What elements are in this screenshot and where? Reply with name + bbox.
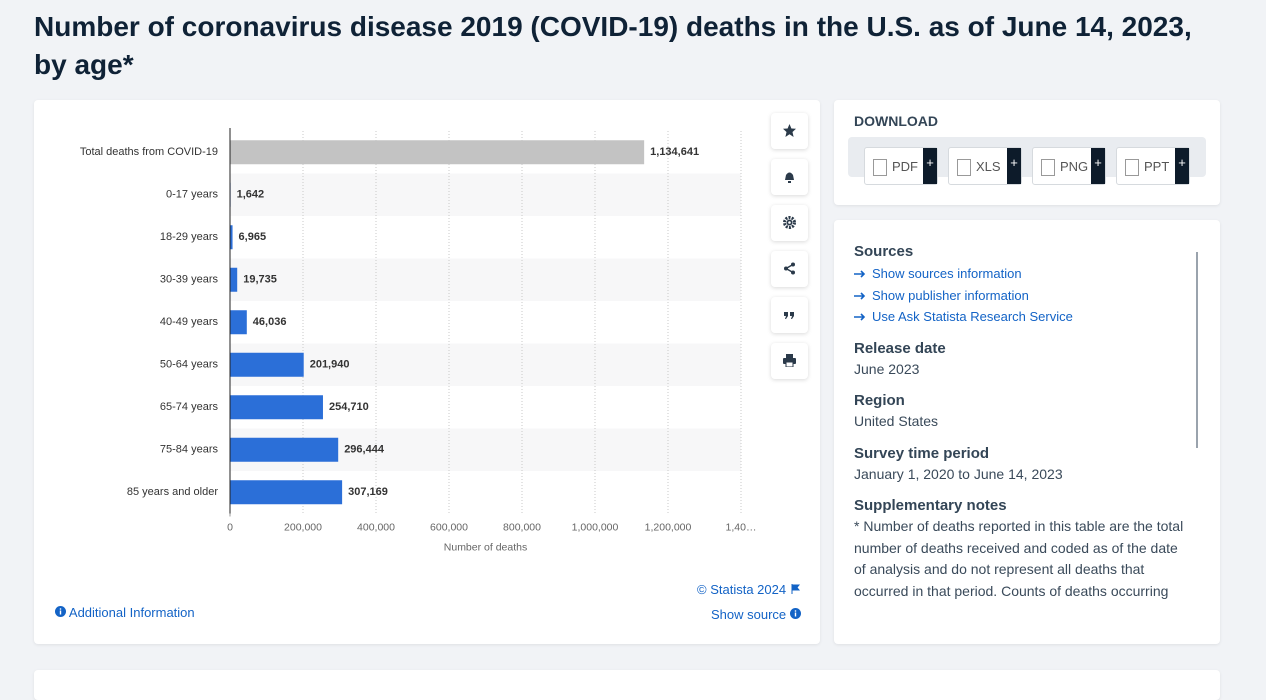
download-card: DOWNLOAD PDF + XLS + PNG + PPT + bbox=[834, 100, 1220, 205]
x-axis-label: Number of deaths bbox=[444, 541, 527, 553]
favorite-button[interactable] bbox=[771, 113, 808, 149]
format-label: PNG bbox=[1060, 159, 1089, 174]
download-title: DOWNLOAD bbox=[854, 113, 938, 129]
file-icon bbox=[1041, 159, 1055, 176]
value-label: 1,642 bbox=[237, 189, 265, 201]
format-label: XLS bbox=[976, 159, 1001, 174]
category-label: 65-74 years bbox=[160, 401, 219, 413]
add-label: + bbox=[923, 148, 937, 184]
bar bbox=[230, 310, 247, 335]
bar bbox=[230, 352, 304, 377]
section-text: January 1, 2020 to June 14, 2023 bbox=[854, 465, 1063, 482]
download-2[interactable]: PNG + bbox=[1032, 147, 1106, 185]
source-link-text: Show publisher information bbox=[872, 287, 1029, 303]
file-icon bbox=[957, 159, 971, 176]
file-icon bbox=[1125, 159, 1139, 176]
chart: 0 200,000 400,000 600,000 800,000 1,000,000 1,… bbox=[80, 128, 757, 553]
category-label: 75-84 years bbox=[160, 444, 219, 456]
x-tick-label: 1,40… bbox=[726, 521, 757, 533]
x-tick-label: 1,000,000 bbox=[572, 521, 619, 533]
category-label: 40-49 years bbox=[160, 316, 219, 328]
x-tick-label: 0 bbox=[227, 521, 233, 533]
download-bar: PDF + XLS + PNG + PPT + bbox=[848, 137, 1206, 185]
source-link-text: Use Ask Statista Research Service bbox=[872, 309, 1073, 324]
additional-info-text: Additional Information bbox=[68, 605, 195, 620]
source-link[interactable]: Use Ask Statista Research Service bbox=[854, 306, 1189, 328]
value-label: 19,735 bbox=[243, 274, 277, 286]
show-source-text: Show source bbox=[711, 607, 787, 622]
section-text: United States bbox=[854, 413, 939, 429]
copyright[interactable]: © Statista 2024 bbox=[697, 582, 800, 597]
add-label: + bbox=[1007, 148, 1021, 184]
bar bbox=[230, 480, 343, 505]
category-label: 18-29 years bbox=[160, 231, 219, 243]
category-label: Total deaths from COVID-19 bbox=[80, 146, 218, 158]
scrollbar bbox=[1196, 252, 1198, 448]
download-0[interactable]: PDF + bbox=[864, 147, 938, 185]
bar bbox=[230, 395, 323, 420]
source-link-text: Show sources information bbox=[872, 266, 1022, 281]
value-label: 201,940 bbox=[310, 359, 350, 371]
section-heading: Supplementary notes bbox=[854, 497, 1007, 514]
x-tick-label: 800,000 bbox=[503, 521, 541, 533]
category-label: 50-64 years bbox=[160, 359, 219, 371]
value-label: 1,134,641 bbox=[650, 146, 699, 158]
row-band bbox=[230, 258, 741, 301]
source-links: Show sources information Show publisher i… bbox=[854, 263, 1189, 328]
category-label: 0-17 years bbox=[166, 189, 218, 201]
chart-card: 0 200,000 400,000 600,000 800,000 1,000,000 1,… bbox=[34, 100, 820, 644]
additional-info[interactable]: Additional Information bbox=[55, 605, 195, 620]
source-link[interactable]: Show sources information bbox=[854, 263, 1189, 285]
settings-button[interactable] bbox=[771, 205, 808, 241]
value-label: 46,036 bbox=[253, 316, 287, 328]
share-button[interactable] bbox=[771, 251, 808, 287]
value-label: 296,444 bbox=[344, 444, 385, 456]
source-sections: Release date June 2023 Region United States… bbox=[854, 340, 1189, 603]
section-heading: Survey time period bbox=[854, 444, 990, 462]
section-heading: Release date bbox=[854, 339, 946, 357]
bar bbox=[230, 267, 238, 292]
arrow-icon bbox=[854, 270, 866, 278]
add-label: + bbox=[1175, 148, 1189, 184]
category-label: 85 years and older bbox=[127, 486, 218, 498]
x-tick-label: 200,000 bbox=[284, 521, 322, 533]
bar bbox=[230, 437, 339, 462]
value-label: 6,965 bbox=[239, 231, 267, 243]
bar bbox=[230, 140, 645, 165]
arrow-icon bbox=[854, 291, 866, 300]
section-text: June 2023 bbox=[854, 360, 920, 377]
row-band bbox=[230, 343, 741, 386]
x-tick-label: 600,000 bbox=[430, 521, 468, 533]
file-icon bbox=[873, 159, 887, 176]
format-label: PPT bbox=[1144, 159, 1170, 174]
show-source[interactable]: Show source bbox=[711, 607, 801, 622]
copyright-text: © Statista 2024 bbox=[697, 582, 787, 597]
sources-heading: Sources bbox=[854, 243, 914, 260]
page-title: Number of coronavirus disease 2019 (COVI… bbox=[34, 11, 1192, 80]
sources-card: Sources Show sources information Show pub… bbox=[834, 220, 1220, 644]
category-label: 30-39 years bbox=[160, 274, 219, 286]
sources-content: Sources Show sources information Show pub… bbox=[854, 243, 1189, 623]
x-tick-label: 400,000 bbox=[357, 521, 395, 533]
bar bbox=[230, 225, 233, 250]
alert-button[interactable] bbox=[771, 159, 808, 195]
print-button[interactable] bbox=[771, 343, 808, 379]
download-1[interactable]: XLS + bbox=[948, 147, 1022, 185]
section-text: * Number of deaths reported in this tabl… bbox=[854, 518, 1184, 599]
value-label: 307,169 bbox=[348, 486, 388, 498]
source-link[interactable]: Show publisher information bbox=[854, 285, 1189, 307]
arrow-icon bbox=[854, 313, 866, 321]
page: Number of coronavirus disease 2019 (COVI… bbox=[34, 11, 1220, 700]
cite-button[interactable] bbox=[771, 297, 808, 333]
x-tick-label: 1,200,000 bbox=[645, 521, 692, 533]
download-3[interactable]: PPT + bbox=[1116, 147, 1190, 185]
format-label: PDF bbox=[892, 159, 918, 174]
row-band bbox=[230, 173, 741, 216]
next-card bbox=[34, 670, 1220, 700]
section-heading: Region bbox=[854, 392, 905, 409]
value-label: 254,710 bbox=[329, 401, 369, 413]
add-label: + bbox=[1091, 148, 1105, 184]
